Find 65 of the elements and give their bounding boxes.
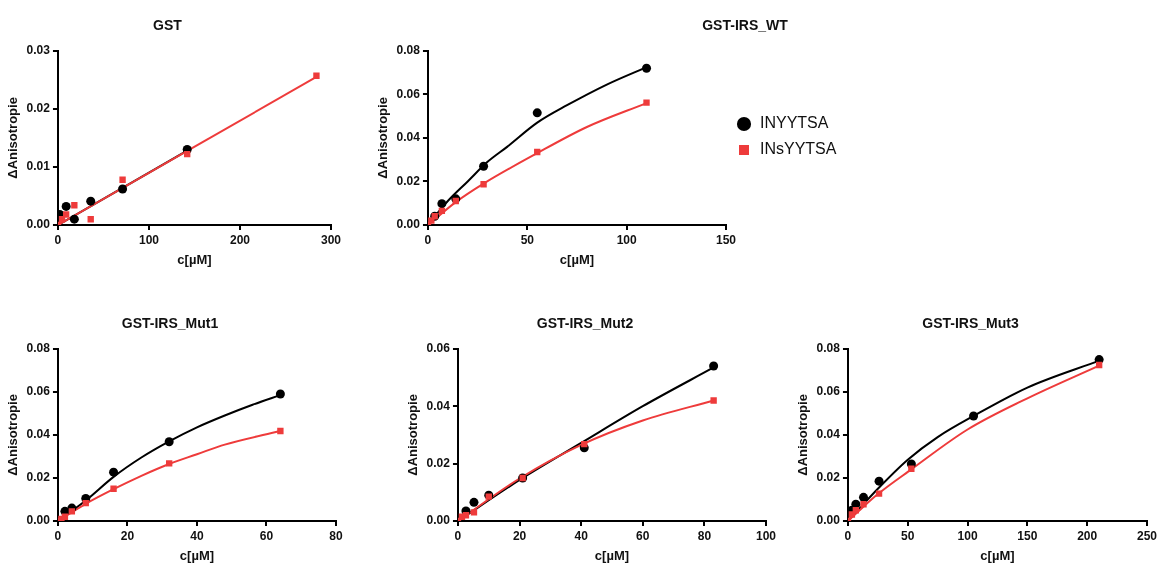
y-tick-label: 0.04 [26, 427, 51, 442]
chart-title: GST-IRS_Mut3 [922, 315, 1019, 332]
y-axis-title: ΔAnisotropie [5, 394, 21, 476]
y-tick-label: 0.02 [816, 470, 841, 485]
chart-title: GST-IRS_Mut1 [121, 315, 219, 332]
x-tick-label: 100 [138, 232, 160, 247]
y-axis-title: ΔAnisotropie [795, 394, 811, 476]
x-tick-label: 80 [329, 528, 343, 543]
y-tick-label: 0.08 [26, 341, 51, 356]
x-axis-title: c[µM] [559, 251, 595, 267]
y-tick-label: 0.08 [816, 341, 841, 356]
y-tick-label: 0.00 [396, 217, 421, 232]
y-tick-label: 0.00 [26, 513, 51, 528]
y-tick-label: 0.04 [426, 398, 451, 413]
y-tick-label: 0.06 [26, 384, 51, 399]
legend-label: INYYTSA [760, 114, 829, 132]
x-axis-title: c[µM] [980, 547, 1015, 563]
y-axis-title: ΔAnisotropie [405, 394, 421, 476]
x-tick-label: 40 [190, 528, 204, 543]
x-tick-label: 0 [54, 232, 62, 247]
x-tick-label: 0 [54, 528, 62, 543]
x-tick-label: 0 [454, 528, 462, 543]
x-axis-title: c[µM] [179, 547, 215, 563]
y-tick-label: 0.06 [426, 341, 451, 356]
x-tick-label: 200 [229, 232, 251, 247]
x-tick-label: 0 [844, 528, 852, 543]
y-tick-label: 0.04 [396, 130, 421, 145]
x-tick-label: 50 [901, 528, 915, 543]
x-tick-label: 100 [616, 232, 637, 247]
x-tick-label: 50 [520, 232, 535, 247]
y-tick-label: 0.00 [426, 513, 451, 528]
x-tick-label: 300 [320, 232, 342, 247]
y-tick-label: 0.00 [816, 513, 841, 528]
y-tick-label: 0.02 [396, 173, 421, 188]
chart-title: GST-IRS_WT [702, 17, 789, 34]
x-tick-label: 250 [1136, 528, 1158, 543]
y-tick-label: 0.02 [426, 455, 451, 470]
y-tick-label: 0.00 [26, 217, 51, 232]
y-tick-label: 0.04 [816, 427, 841, 442]
x-tick-label: 100 [755, 528, 777, 543]
x-tick-label: 20 [120, 528, 135, 543]
x-tick-label: 150 [715, 232, 737, 247]
y-tick-label: 0.06 [816, 384, 841, 399]
y-tick-label: 0.03 [26, 43, 51, 58]
chart-title: GST-IRS_Mut2 [536, 315, 634, 332]
x-tick-label: 200 [1077, 528, 1098, 543]
y-tick-label: 0.02 [26, 470, 51, 485]
x-tick-label: 60 [636, 528, 650, 543]
x-axis-title: c[µM] [177, 251, 212, 267]
x-tick-label: 20 [512, 528, 527, 543]
y-tick-label: 0.06 [396, 86, 421, 101]
y-tick-label: 0.08 [396, 43, 421, 58]
y-tick-label: 0.01 [26, 159, 51, 174]
x-tick-label: 40 [574, 528, 589, 543]
y-axis-title: ΔAnisotropie [5, 97, 21, 179]
y-tick-label: 0.02 [26, 101, 51, 116]
chart-title: GST [153, 17, 183, 34]
x-axis-title: c[µM] [594, 547, 630, 563]
x-tick-label: 100 [957, 528, 978, 543]
x-tick-label: 80 [697, 528, 712, 543]
x-tick-label: 0 [424, 232, 432, 247]
x-tick-label: 60 [259, 528, 274, 543]
y-axis-title: ΔAnisotropie [375, 97, 391, 179]
legend-label: INsYYTSA [760, 140, 837, 158]
x-tick-label: 150 [1017, 528, 1038, 543]
